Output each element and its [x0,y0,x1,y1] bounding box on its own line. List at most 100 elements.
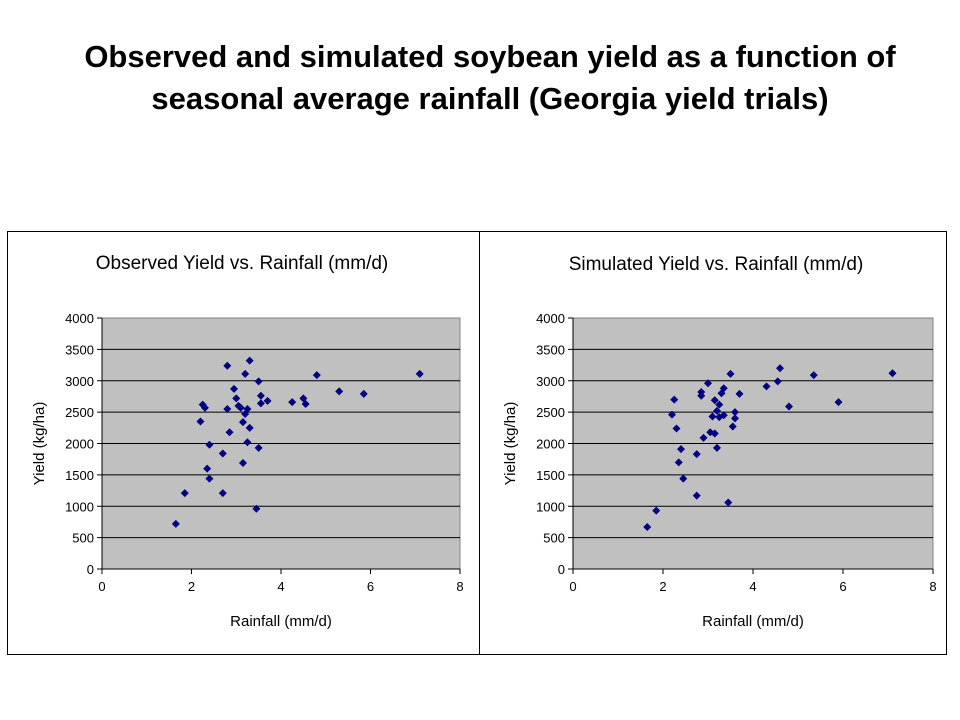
y-tick-label: 1000 [536,499,565,514]
y-tick-label: 3000 [536,374,565,389]
data-point [263,396,272,405]
data-point [238,418,247,427]
data-point [713,406,721,415]
data-point [254,377,263,386]
x-tick-label: 0 [569,579,576,594]
data-point [196,417,205,426]
chart-title: Simulated Yield vs. Rainfall (mm/d) [569,254,864,275]
data-point [223,404,232,413]
x-tick-label: 4 [277,579,284,594]
data-point [704,379,712,388]
y-tick-label: 4000 [65,311,94,326]
x-tick-label: 2 [659,579,666,594]
x-tick-label: 8 [456,579,463,594]
data-point [672,424,681,433]
y-axis-label: Yield (kg/ha) [31,402,48,486]
data-point [252,504,261,513]
data-point [677,445,685,454]
simulated-yield-chart: 0 500 1000 1500 2000 2500 3000 3500 4000 0 2 4 6 8 Sim… [502,254,937,630]
y-tick-label: 500 [72,531,94,546]
x-tick-label: 8 [929,579,936,594]
data-point [218,489,227,498]
x-tick-label: 2 [188,579,195,594]
data-point [719,384,728,393]
y-tick-label: 500 [543,531,565,546]
data-point [245,423,254,432]
charts-divider [479,231,480,655]
data-point [776,364,784,373]
data-point [888,369,897,378]
data-point [236,403,245,412]
x-axis-label: Rainfall (mm/d) [702,613,804,630]
data-point [241,369,250,378]
data-point [230,384,239,393]
data-point [731,408,739,417]
x-tick-label: 6 [367,579,374,594]
data-point [171,519,180,528]
data-point [809,371,818,380]
data-point [697,388,706,397]
data-point [710,429,719,438]
y-tick-label: 2000 [65,437,94,452]
data-point [335,387,344,396]
data-point [785,402,793,411]
data-point [254,443,263,452]
data-point [706,428,715,437]
slide-title: Observed and simulated soybean yield as … [84,39,896,116]
y-tick-label: 0 [558,562,565,577]
data-point [225,428,234,437]
data-point [679,474,688,483]
data-point [243,404,252,413]
y-tick-label: 2000 [536,437,565,452]
data-point [205,474,214,483]
data-point [834,398,843,407]
data-point [652,506,661,515]
y-tick-label: 4000 [536,311,565,326]
data-point [719,411,728,420]
data-point [288,398,297,407]
data-point [726,369,735,378]
charts-frame [7,231,947,655]
y-axis-label: Yield (kg/ha) [502,402,519,486]
y-tick-label: 1500 [65,468,94,483]
data-point [699,433,708,442]
y-tick-label: 2500 [65,405,94,420]
data-point [717,389,726,398]
chart-title: Observed Yield vs. Rainfall (mm/d) [96,253,389,274]
data-point [670,395,679,404]
data-point [713,443,721,452]
data-point [256,391,265,400]
data-point [359,389,368,398]
data-point [238,458,247,467]
x-tick-label: 4 [749,579,756,594]
data-point [218,449,227,458]
x-tick-label: 6 [839,579,846,594]
data-point [180,489,189,498]
data-point [205,440,214,449]
data-point [415,369,424,378]
data-point [256,399,265,408]
data-point [692,491,701,500]
data-point [643,522,652,531]
data-point [312,371,321,380]
data-point [245,356,254,365]
data-point [762,382,771,391]
x-axis-label: Rainfall (mm/d) [230,613,332,630]
x-tick-label: 0 [98,579,105,594]
observed-yield-chart: 0 500 1000 1500 2000 2500 3000 3500 4000 0 2 4 6 8 Obs… [31,253,464,630]
y-tick-label: 3000 [65,374,94,389]
y-tick-label: 3500 [536,342,565,357]
data-point [773,377,782,386]
y-tick-label: 2500 [536,405,565,420]
data-point [243,438,252,447]
y-tick-label: 3500 [65,342,94,357]
y-tick-label: 1000 [65,499,94,514]
data-point [203,464,212,473]
data-point [728,422,737,431]
data-point [200,403,209,412]
data-point [735,389,744,398]
data-point [668,410,676,419]
data-point [674,458,683,467]
data-point [232,394,241,403]
data-point [710,396,719,405]
